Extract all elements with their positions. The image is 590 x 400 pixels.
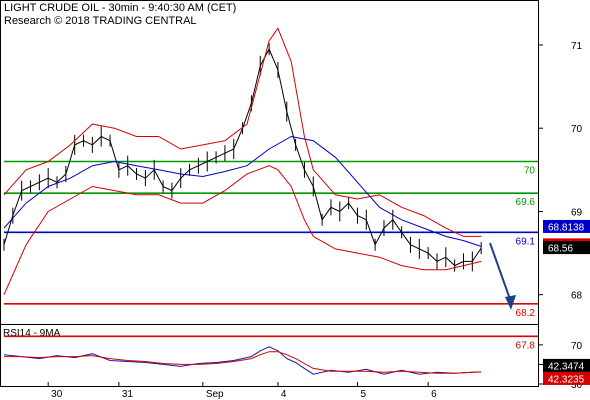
rsi-series-RSI14 bbox=[3, 346, 482, 375]
x-tick-label-30: 30 bbox=[51, 389, 63, 400]
rsi-tick-label-70: 70 bbox=[571, 341, 583, 352]
series-line-bollinger-lower bbox=[3, 165, 482, 295]
x-tick-label-Sep: Sep bbox=[206, 389, 224, 400]
y-tick-label-71: 71 bbox=[571, 41, 583, 52]
series-line-bollinger-upper bbox=[3, 27, 482, 237]
y-tick-label-68: 68 bbox=[571, 291, 583, 302]
level-label-67-8: 67.8 bbox=[516, 340, 536, 351]
rsi-value-tag-label: 42.3235 bbox=[548, 374, 585, 385]
chart-subtitle: Research © 2018 TRADING CENTRAL bbox=[4, 15, 197, 27]
rsi-series-9MA bbox=[4, 351, 482, 374]
value-tag-label: 68.8138 bbox=[548, 222, 585, 233]
level-label-70: 70 bbox=[524, 166, 536, 177]
forecast-arrow-head bbox=[505, 295, 516, 310]
rsi-value-tag-label: 42.3474 bbox=[548, 361, 585, 372]
level-label-69-6: 69.6 bbox=[516, 197, 536, 208]
rsi-tick-label-30: 30 bbox=[571, 380, 583, 391]
value-tag-label: 68.56 bbox=[548, 244, 573, 255]
y-tick-label-70: 70 bbox=[571, 124, 583, 135]
series-line-ma bbox=[3, 135, 482, 247]
rsi-value-tag-bg bbox=[543, 371, 590, 385]
y-tick-label-69: 69 bbox=[571, 207, 583, 218]
x-tick-label-31: 31 bbox=[122, 389, 134, 400]
level-label-68-2: 68.2 bbox=[516, 308, 536, 319]
chart-title: LIGHT CRUDE OIL - 30min - 9:40:30 AM (CE… bbox=[4, 2, 237, 14]
value-tag-bg bbox=[543, 241, 590, 255]
x-tick-label-4: 4 bbox=[281, 389, 287, 400]
rsi-value-tag-bg bbox=[543, 358, 590, 372]
value-tag-bg bbox=[543, 219, 590, 233]
level-label-69-1: 69.1 bbox=[516, 236, 536, 247]
rsi-panel-title: RSI14 - 9MA bbox=[3, 328, 61, 339]
forecast-arrow-shaft bbox=[489, 242, 512, 303]
x-tick-label-5: 5 bbox=[360, 389, 366, 400]
rsi-panel-frame bbox=[0, 324, 539, 387]
series-line-price bbox=[3, 47, 482, 267]
x-tick-label-6: 6 bbox=[431, 389, 437, 400]
